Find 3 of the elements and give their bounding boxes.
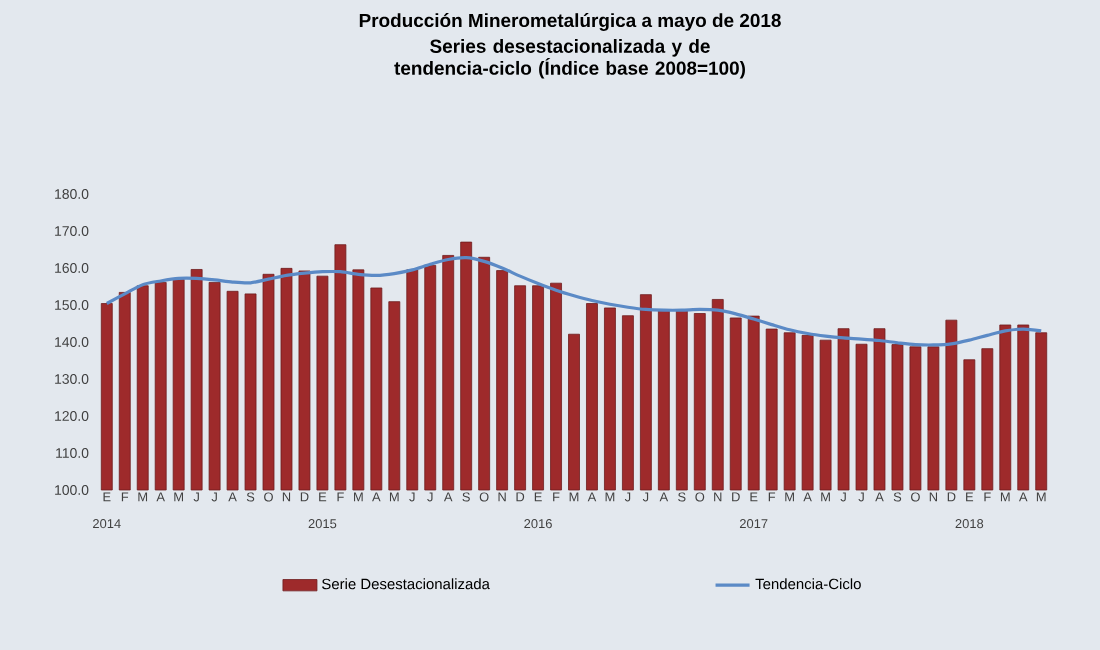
chart-title: Producción Minerometalúrgica a mayo de 2018 bbox=[359, 13, 781, 31]
line-series bbox=[105, 256, 1043, 347]
chart-subtitle: Series desestacionalizada y de tendencia-ciclo (Índice base 2008=100) bbox=[394, 39, 745, 79]
